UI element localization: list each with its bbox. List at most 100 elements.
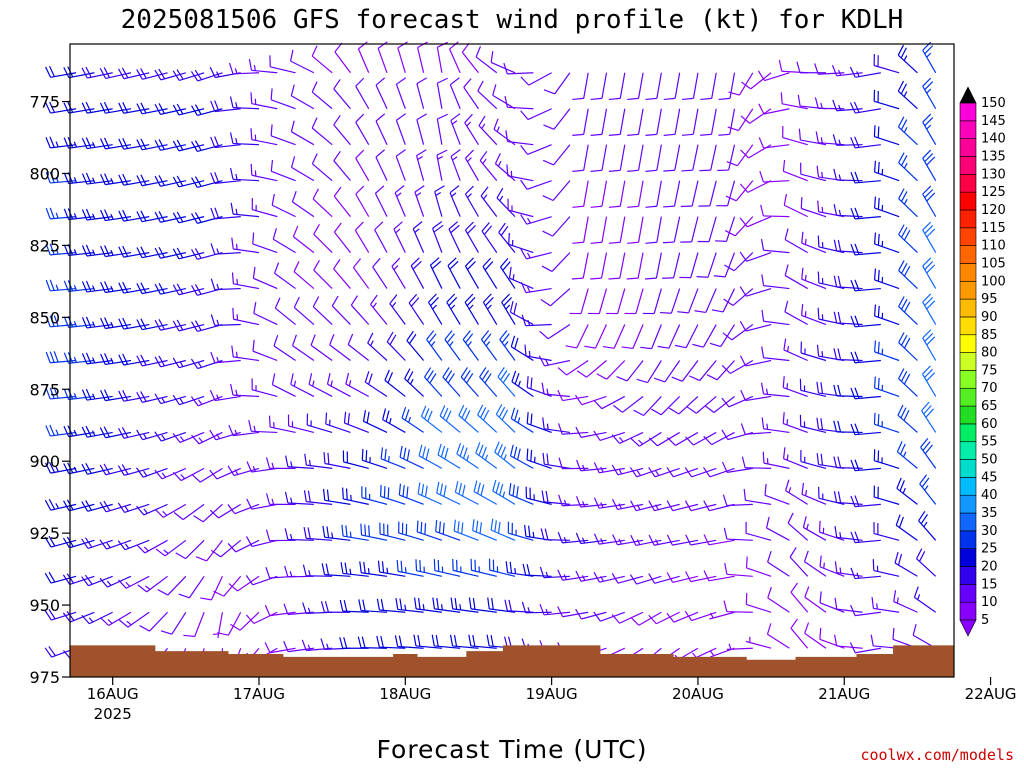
wind-barb bbox=[333, 115, 351, 146]
colorbar-swatch bbox=[959, 423, 977, 443]
colorbar-swatch bbox=[959, 459, 977, 478]
wind-barb bbox=[442, 367, 461, 397]
wind-barb bbox=[333, 79, 351, 110]
wind-barb bbox=[782, 159, 808, 182]
wind-barb bbox=[449, 185, 461, 217]
colorbar-label: 70 bbox=[981, 381, 998, 396]
wind-barb bbox=[458, 404, 479, 433]
wind-barb bbox=[482, 257, 498, 289]
colorbar-label: 25 bbox=[981, 542, 998, 557]
wind-barb bbox=[252, 339, 278, 362]
wind-barb bbox=[916, 548, 937, 577]
wind-barb bbox=[666, 431, 699, 446]
wind-barb bbox=[520, 144, 552, 156]
wind-barb bbox=[245, 611, 278, 625]
wind-barb bbox=[627, 108, 644, 136]
colorbar-swatch bbox=[959, 477, 977, 496]
wind-barb bbox=[468, 597, 497, 613]
wind-barb bbox=[99, 67, 132, 79]
wind-barb bbox=[849, 101, 881, 114]
wind-barb bbox=[703, 534, 735, 546]
wind-barb bbox=[99, 463, 132, 476]
wind-barb bbox=[136, 391, 168, 403]
wind-barb bbox=[136, 318, 168, 331]
x-tick-label: 17AUG bbox=[233, 685, 285, 703]
colorbar-bottom-arrow bbox=[959, 619, 977, 637]
wind-barb bbox=[437, 443, 461, 469]
wind-barb bbox=[496, 187, 516, 218]
wind-barb bbox=[464, 149, 479, 181]
wind-barb bbox=[231, 272, 260, 290]
wind-barb bbox=[415, 559, 443, 577]
wind-barb bbox=[44, 535, 77, 548]
wind-barb bbox=[361, 486, 388, 505]
wind-barb bbox=[659, 288, 681, 314]
colorbar-label: 30 bbox=[981, 524, 998, 539]
wind-barb bbox=[572, 72, 589, 101]
wind-barb bbox=[495, 404, 516, 433]
wind-barb bbox=[640, 324, 662, 350]
wind-barb bbox=[175, 539, 205, 560]
wind-barb bbox=[320, 601, 351, 613]
wind-barb bbox=[790, 618, 809, 649]
wind-barb bbox=[154, 68, 186, 81]
wind-barb bbox=[666, 467, 699, 478]
wind-barb bbox=[761, 309, 790, 326]
wind-barb bbox=[272, 228, 296, 254]
wind-barb bbox=[721, 461, 753, 473]
wind-barb bbox=[154, 139, 186, 151]
wind-barb bbox=[270, 159, 296, 182]
wind-barb bbox=[663, 144, 681, 172]
wind-barb bbox=[782, 412, 808, 433]
wind-barb bbox=[417, 41, 428, 73]
colorbar-swatch bbox=[959, 191, 977, 211]
wind-barb bbox=[212, 612, 224, 638]
wind-barb bbox=[136, 174, 168, 187]
wind-barb bbox=[593, 395, 626, 410]
y-tick-label: 875 bbox=[29, 380, 60, 399]
wind-barb bbox=[136, 138, 168, 151]
wind-barb bbox=[268, 415, 296, 434]
wind-barb bbox=[542, 216, 571, 237]
wind-barb bbox=[593, 430, 625, 442]
wind-barb bbox=[728, 72, 754, 96]
wind-barb bbox=[818, 486, 845, 505]
wind-barb bbox=[449, 77, 461, 109]
wind-barb bbox=[784, 300, 808, 326]
wind-barb bbox=[210, 351, 241, 364]
y-tick-label: 800 bbox=[29, 164, 60, 183]
colorbar-swatch bbox=[959, 566, 977, 585]
wind-barb bbox=[700, 72, 717, 101]
wind-barb bbox=[608, 216, 626, 244]
wind-barb bbox=[154, 431, 187, 442]
wind-barb bbox=[780, 92, 808, 110]
wind-barb bbox=[183, 612, 205, 638]
wind-barb bbox=[210, 314, 241, 326]
wind-barb bbox=[435, 520, 461, 541]
wind-barb bbox=[666, 534, 699, 546]
wind-barb bbox=[382, 408, 406, 433]
wind-barb bbox=[759, 170, 790, 183]
wind-barb bbox=[45, 461, 77, 474]
wind-barb bbox=[898, 152, 918, 182]
wind-barb bbox=[784, 228, 808, 254]
wind-barb bbox=[343, 411, 369, 433]
wind-barb bbox=[612, 534, 644, 546]
colorbar-swatch bbox=[959, 405, 977, 425]
wind-barb bbox=[648, 573, 680, 584]
wind-barb bbox=[608, 72, 626, 101]
colorbar-label: 80 bbox=[981, 346, 998, 361]
wind-barb bbox=[265, 457, 296, 469]
wind-barb bbox=[651, 396, 681, 416]
wind-barb bbox=[798, 128, 827, 146]
plot-frame bbox=[69, 43, 955, 678]
wind-barb bbox=[616, 360, 644, 382]
wind-barb bbox=[290, 156, 315, 182]
wind-barb bbox=[698, 180, 717, 207]
wind-barb bbox=[709, 611, 735, 620]
wind-barb bbox=[154, 393, 186, 405]
wind-barb bbox=[230, 383, 260, 398]
wind-barb bbox=[460, 367, 479, 397]
wind-barb bbox=[429, 257, 443, 289]
wind-barb bbox=[389, 294, 406, 325]
